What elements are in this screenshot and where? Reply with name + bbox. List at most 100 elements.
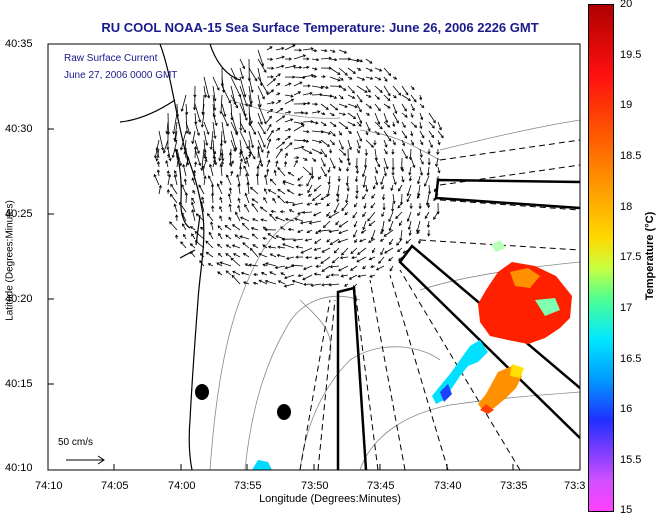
current-vector-head xyxy=(326,143,330,147)
current-vector xyxy=(338,157,343,163)
current-vector-head xyxy=(191,140,195,145)
current-vector-head xyxy=(426,224,431,228)
current-vector xyxy=(184,139,187,151)
current-vector-head xyxy=(424,215,428,219)
current-vector-head xyxy=(268,115,272,119)
current-vector-head xyxy=(307,84,311,88)
current-vector xyxy=(353,229,358,238)
current-vector-head xyxy=(313,188,317,192)
current-vector xyxy=(300,247,313,254)
current-vector-head xyxy=(394,110,398,115)
current-vector-head xyxy=(183,233,186,237)
current-vector-head xyxy=(263,69,267,73)
current-vector xyxy=(380,229,385,234)
raw-current-date: June 27, 2006 0000 GMT xyxy=(64,70,178,81)
current-vector xyxy=(335,220,340,225)
current-vector xyxy=(419,130,425,138)
current-vector xyxy=(381,220,385,232)
current-vector-head xyxy=(301,210,306,215)
current-vector-head xyxy=(277,92,281,96)
current-vector xyxy=(364,202,367,209)
current-vector-head xyxy=(269,271,273,275)
current-vector xyxy=(230,103,233,120)
current-vector xyxy=(284,135,291,141)
current-vector-head xyxy=(396,242,400,246)
current-vector xyxy=(329,139,335,145)
current-vector-head xyxy=(310,73,315,78)
current-vector-head xyxy=(382,207,386,211)
current-vector-head xyxy=(212,159,216,163)
current-vector xyxy=(367,211,376,222)
current-vector-head xyxy=(427,151,431,155)
current-vector-head xyxy=(367,239,372,243)
current-vector-head xyxy=(425,202,430,206)
current-vector xyxy=(329,112,335,116)
current-vector-head xyxy=(185,130,189,135)
current-vector-head xyxy=(407,226,411,231)
current-vector xyxy=(297,175,304,181)
current-vector xyxy=(346,193,349,203)
colorbar-tick: 15 xyxy=(620,504,633,516)
current-vector-head xyxy=(281,237,285,241)
current-vector xyxy=(396,238,403,246)
current-vector xyxy=(260,206,268,213)
current-vector-head xyxy=(291,279,296,283)
current-vector xyxy=(239,166,241,177)
current-vector xyxy=(339,220,349,228)
current-vector-head xyxy=(370,237,374,241)
current-vector-head xyxy=(210,183,215,187)
current-vector-head xyxy=(358,109,362,113)
current-vector-head xyxy=(317,229,321,233)
current-vector-head xyxy=(250,186,254,190)
current-vector xyxy=(266,89,274,96)
current-vector xyxy=(192,177,196,186)
current-vector-head xyxy=(343,50,348,54)
current-vector-head xyxy=(218,158,222,162)
current-vector xyxy=(230,94,238,108)
current-vector-head xyxy=(246,181,250,185)
current-vector xyxy=(173,112,178,134)
current-vector xyxy=(182,223,187,231)
sst-patches xyxy=(252,240,572,470)
colorbar-label: Temperature (°C) xyxy=(644,211,656,301)
current-vector xyxy=(356,256,367,263)
current-vector-head xyxy=(378,260,382,264)
current-vector xyxy=(225,270,232,276)
current-vector-head xyxy=(277,82,281,86)
current-vector-head xyxy=(297,177,301,181)
current-vector-head xyxy=(173,203,177,207)
current-vector xyxy=(293,81,303,87)
current-vector-head xyxy=(200,200,204,205)
current-vector-head xyxy=(352,215,356,219)
current-vector-head xyxy=(406,199,410,203)
current-vector-head xyxy=(244,103,248,107)
current-vector-head xyxy=(270,209,274,214)
current-vector-head xyxy=(165,160,169,164)
colorbar-tick: 16.5 xyxy=(620,353,642,365)
current-vector-head xyxy=(344,212,348,216)
current-vector-head xyxy=(343,152,347,156)
current-vector xyxy=(419,148,422,158)
current-vector xyxy=(245,156,250,168)
current-vector xyxy=(293,238,304,241)
current-vector-head xyxy=(358,67,362,71)
current-vector-head xyxy=(362,213,366,218)
current-vector xyxy=(275,73,281,78)
current-vector-head xyxy=(225,174,229,178)
current-vector xyxy=(400,229,403,241)
current-vector-head xyxy=(370,144,374,148)
current-vector xyxy=(176,157,179,168)
current-vector-head xyxy=(352,70,356,74)
current-vector-head xyxy=(244,263,248,267)
current-vector-head xyxy=(262,236,266,240)
current-vector xyxy=(311,121,318,124)
current-vector xyxy=(320,49,327,52)
current-vector-head xyxy=(355,170,359,175)
current-vector xyxy=(329,283,340,286)
y-tick-label: 40:20 xyxy=(5,293,33,305)
current-vector xyxy=(327,184,331,197)
current-vector xyxy=(293,121,304,125)
current-vector xyxy=(378,256,385,264)
current-vector xyxy=(248,85,252,104)
